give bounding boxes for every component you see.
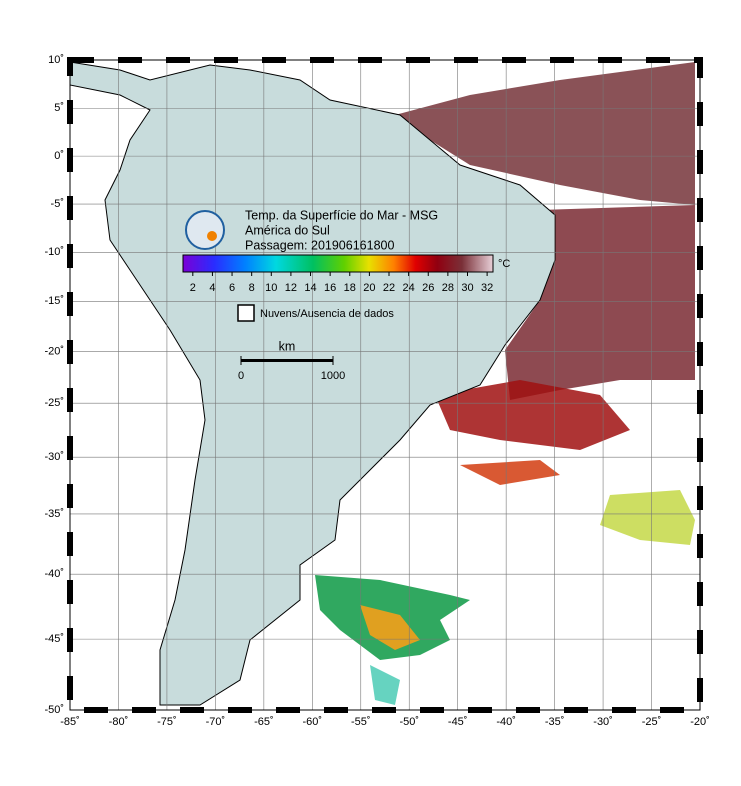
logo-sun	[207, 231, 217, 241]
scale-label: 1000	[321, 370, 345, 382]
x-tick-label: -65˚	[254, 716, 274, 728]
colorbar-tick-label: 2	[190, 282, 196, 294]
colorbar-tick-label: 8	[249, 282, 255, 294]
y-tick-label: -10˚	[44, 246, 64, 258]
colorbar-tick-label: 12	[285, 282, 297, 294]
x-tick-label: -85˚	[60, 716, 80, 728]
colorbar-tick-label: 28	[442, 282, 454, 294]
y-tick-label: -5˚	[51, 198, 64, 210]
y-tick-label: 5˚	[54, 102, 64, 114]
y-tick-label: 10˚	[48, 54, 64, 66]
colorbar-tick-label: 22	[383, 282, 395, 294]
x-tick-label: -40˚	[496, 716, 516, 728]
legend-swatch	[237, 304, 255, 322]
title: Temp. da Superfície do Mar - MSG	[245, 208, 438, 222]
y-tick-label: 0˚	[54, 150, 64, 162]
subtitle: América do Sul	[245, 223, 330, 237]
colorbar-tick-label: 16	[324, 282, 336, 294]
colorbar-tick-label: 14	[304, 282, 316, 294]
x-tick-label: -70˚	[206, 716, 226, 728]
colorbar-tick-label: 20	[363, 282, 375, 294]
x-tick-label: -25˚	[642, 716, 662, 728]
x-tick-label: -60˚	[303, 716, 323, 728]
x-tick-label: -35˚	[545, 716, 565, 728]
y-tick-label: -45˚	[44, 633, 64, 645]
colorbar-tick-label: 4	[209, 282, 215, 294]
y-tick-label: -40˚	[44, 568, 64, 580]
logo	[185, 210, 225, 250]
colorbar-tick-label: 26	[422, 282, 434, 294]
scale-bar	[241, 359, 333, 362]
x-tick-label: -30˚	[593, 716, 613, 728]
legend-label: Nuvens/Ausencia de dados	[260, 308, 394, 320]
colorbar-unit: °C	[498, 258, 510, 270]
colorbar-tick-label: 10	[265, 282, 277, 294]
pass-time: Passagem: 201906161800	[245, 238, 394, 252]
x-tick-label: -75˚	[157, 716, 177, 728]
x-tick-label: -50˚	[399, 716, 419, 728]
frame-outline	[69, 59, 701, 711]
colorbar-tick-label: 30	[461, 282, 473, 294]
colorbar-tick-label: 24	[403, 282, 415, 294]
y-tick-label: -35˚	[44, 508, 64, 520]
colorbar-tick-label: 6	[229, 282, 235, 294]
x-tick-label: -20˚	[690, 716, 710, 728]
y-tick-label: -50˚	[44, 704, 64, 716]
x-tick-label: -45˚	[448, 716, 468, 728]
colorbar-tick-label: 32	[481, 282, 493, 294]
y-tick-label: -20˚	[44, 345, 64, 357]
scale-unit: km	[279, 339, 296, 353]
y-tick-label: -15˚	[44, 295, 64, 307]
y-tick-label: -25˚	[44, 397, 64, 409]
colorbar-tick-label: 18	[344, 282, 356, 294]
x-tick-label: -80˚	[109, 716, 129, 728]
y-tick-label: -30˚	[44, 451, 64, 463]
x-tick-label: -55˚	[351, 716, 371, 728]
scale-label: 0	[238, 370, 244, 382]
colorbar	[182, 254, 494, 273]
